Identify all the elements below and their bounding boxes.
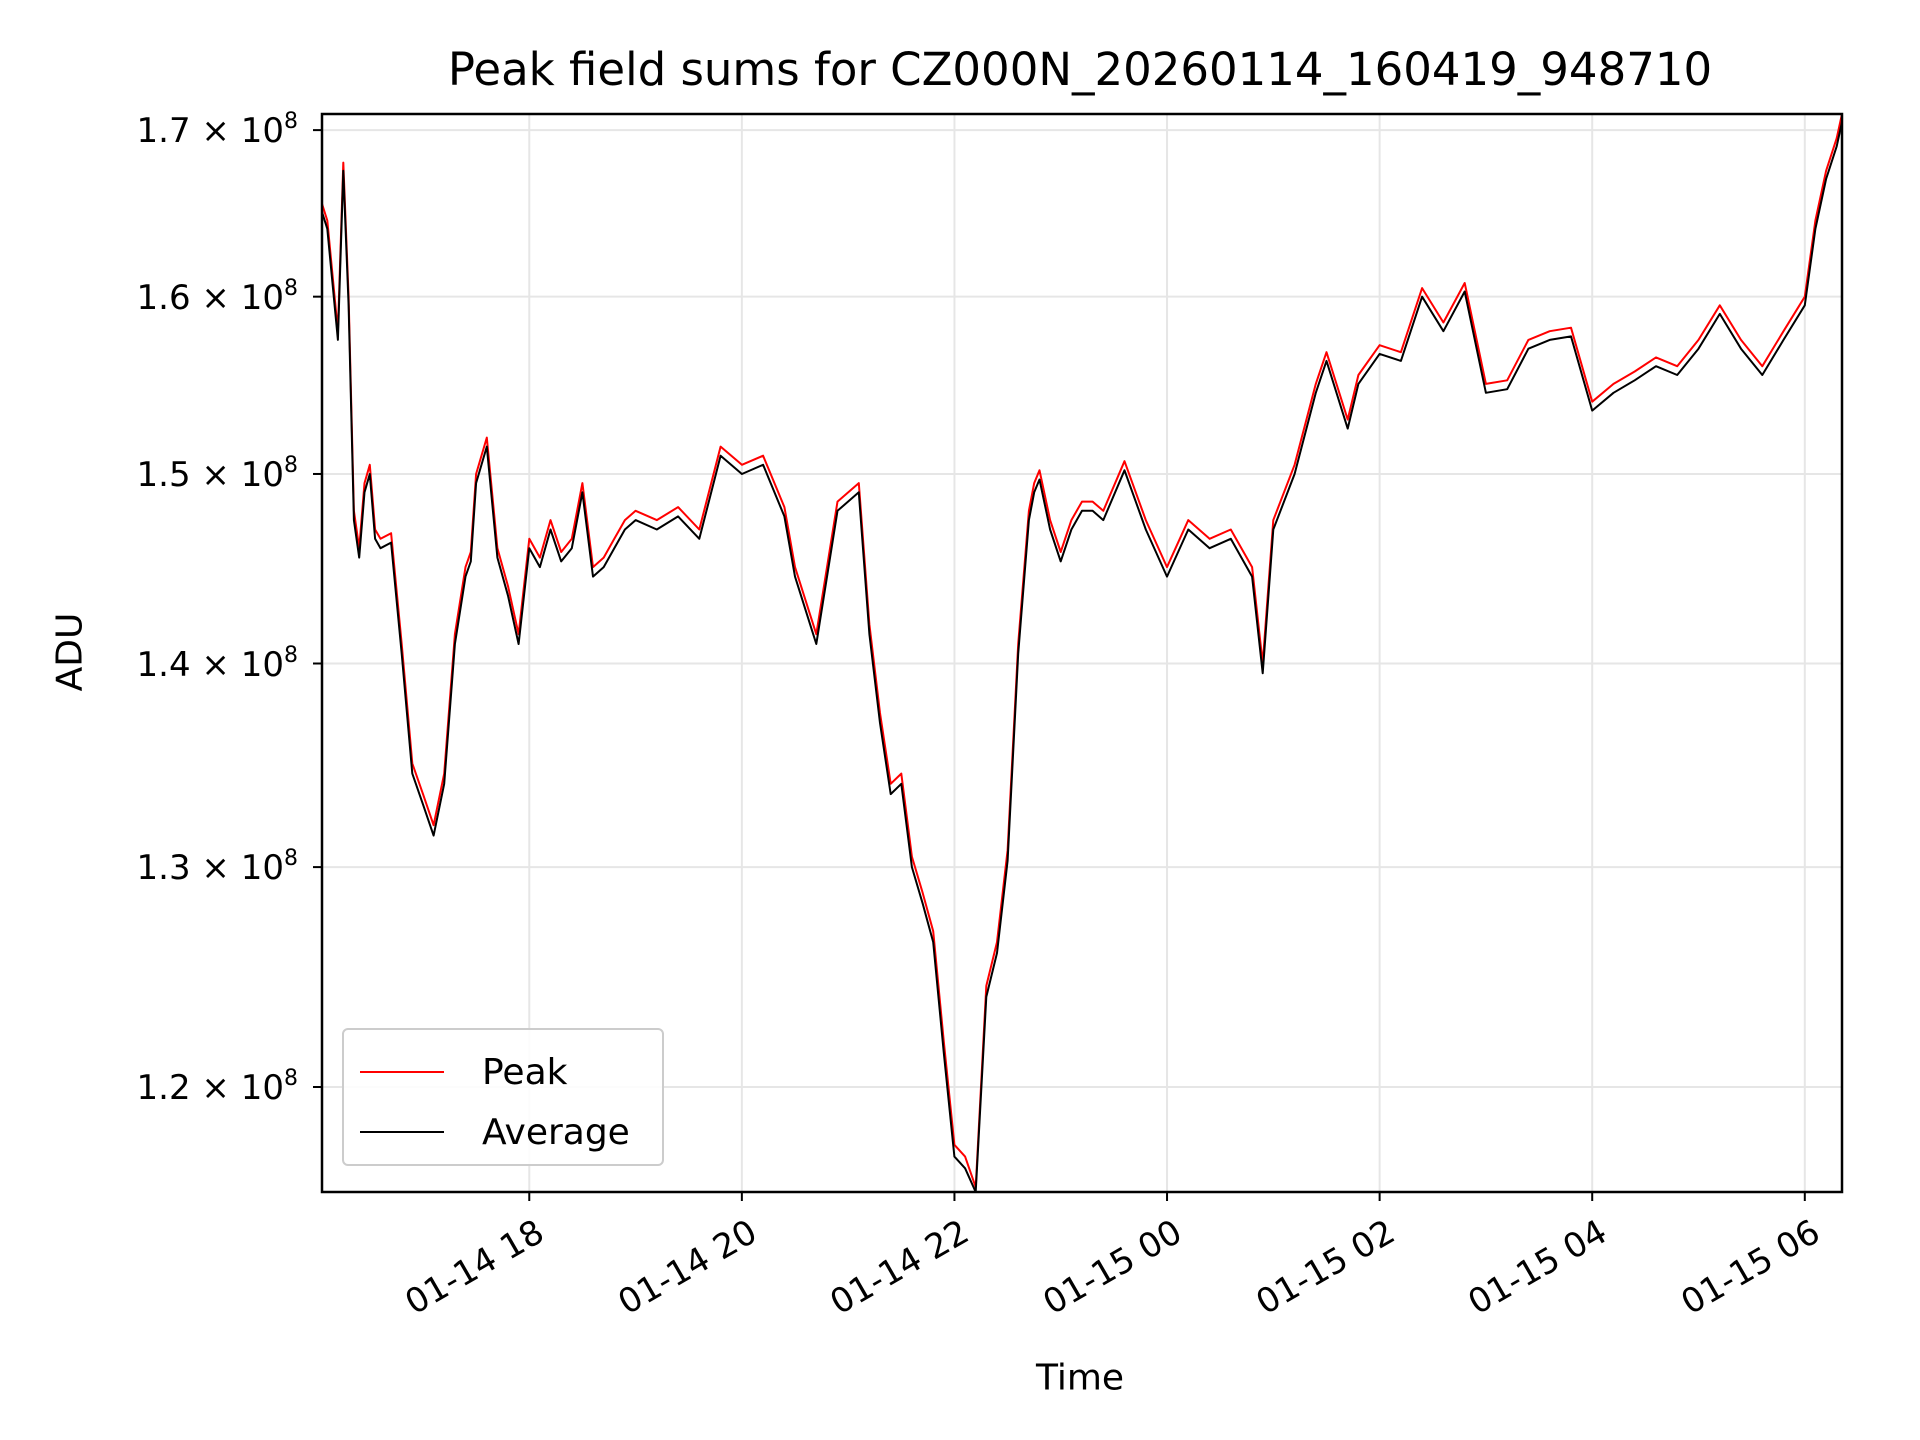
y-tick-label: 1.7 × 108 xyxy=(136,109,298,152)
y-tick-label: 1.4 × 108 xyxy=(136,642,298,685)
legend-swatch-peak xyxy=(360,1071,444,1073)
legend: Peak Average xyxy=(342,1028,664,1166)
y-axis-label: ADU xyxy=(49,612,91,692)
legend-label-peak: Peak xyxy=(482,1051,568,1093)
grid xyxy=(322,114,1842,1192)
legend-label-average: Average xyxy=(482,1111,630,1153)
y-tick-label: 1.5 × 108 xyxy=(136,452,298,495)
x-axis-label: Time xyxy=(1035,1357,1125,1399)
series-line-average xyxy=(321,121,1843,1193)
y-tick-label: 1.2 × 108 xyxy=(136,1065,298,1108)
legend-entry-average: Average xyxy=(360,1111,630,1153)
y-tick-label: 1.6 × 108 xyxy=(136,275,298,318)
tick-marks xyxy=(313,129,1806,1201)
chart-title: Peak field sums for CZ000N_20260114_1604… xyxy=(447,43,1713,96)
axes-frame xyxy=(320,112,1844,1194)
legend-swatch-average xyxy=(360,1131,444,1133)
series-layer xyxy=(321,113,1843,1193)
series-line-peak xyxy=(321,113,1843,1189)
legend-entry-peak: Peak xyxy=(360,1051,568,1093)
y-tick-label: 1.3 × 108 xyxy=(136,846,298,889)
